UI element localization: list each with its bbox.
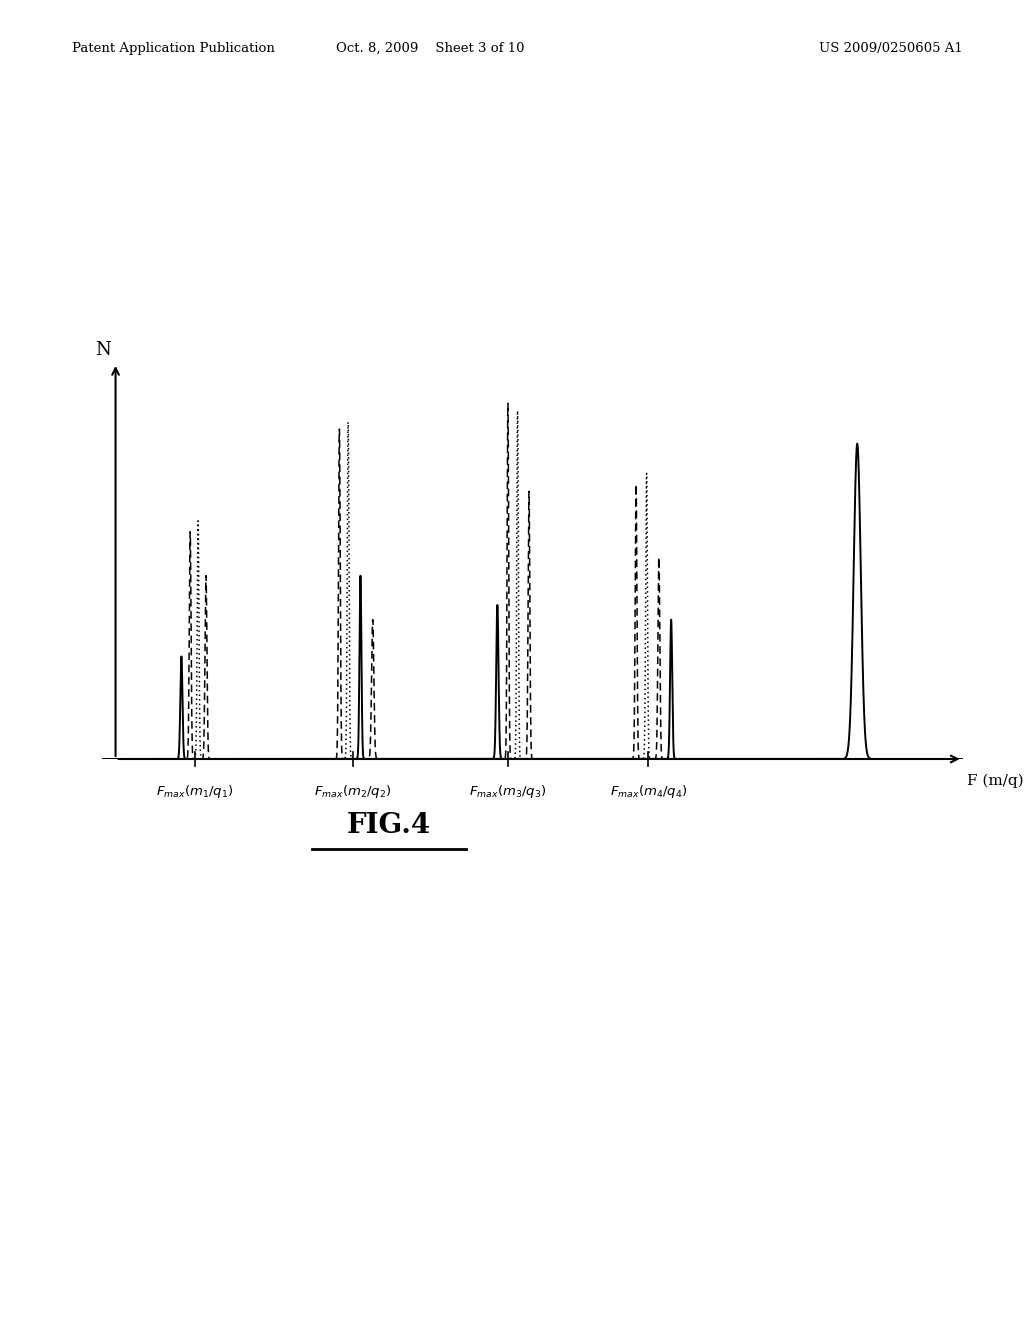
Text: US 2009/0250605 A1: US 2009/0250605 A1 <box>819 42 963 55</box>
Text: N: N <box>95 341 112 359</box>
Text: Oct. 8, 2009    Sheet 3 of 10: Oct. 8, 2009 Sheet 3 of 10 <box>336 42 524 55</box>
Text: $F_{max}(m_2/q_2)$: $F_{max}(m_2/q_2)$ <box>313 783 391 800</box>
Text: FIG.4: FIG.4 <box>347 812 431 838</box>
Text: $F_{max}(m_3/q_3)$: $F_{max}(m_3/q_3)$ <box>469 783 547 800</box>
Text: Patent Application Publication: Patent Application Publication <box>72 42 274 55</box>
Text: F (m/q): F (m/q) <box>967 774 1024 788</box>
Text: $F_{max}(m_1/q_1)$: $F_{max}(m_1/q_1)$ <box>156 783 233 800</box>
Text: $F_{max}(m_4/q_4)$: $F_{max}(m_4/q_4)$ <box>609 783 687 800</box>
